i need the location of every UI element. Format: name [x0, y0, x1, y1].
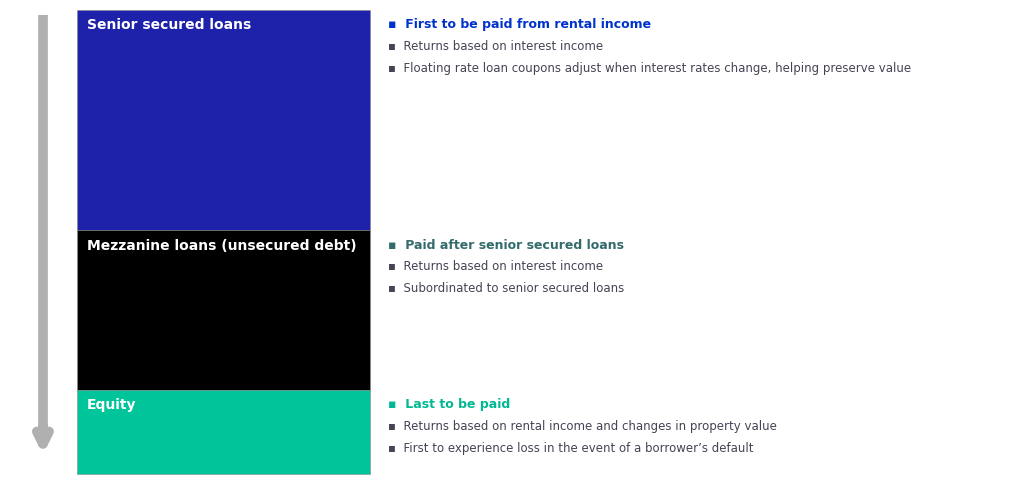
Bar: [77, 10, 370, 230]
Text: ▪  Returns based on rental income and changes in property value: ▪ Returns based on rental income and cha…: [388, 420, 778, 433]
Bar: [77, 230, 370, 390]
Text: ▪  Last to be paid: ▪ Last to be paid: [388, 398, 511, 411]
Text: Senior secured loans: Senior secured loans: [87, 18, 251, 32]
Text: Equity: Equity: [87, 398, 136, 412]
Text: ▪  Returns based on interest income: ▪ Returns based on interest income: [388, 40, 603, 53]
Text: ▪  First to experience loss in the event of a borrower’s default: ▪ First to experience loss in the event …: [388, 442, 754, 455]
Bar: [77, 390, 370, 474]
Text: ▪  Returns based on interest income: ▪ Returns based on interest income: [388, 260, 603, 273]
Text: ▪  First to be paid from rental income: ▪ First to be paid from rental income: [388, 18, 651, 31]
Text: ▪  Floating rate loan coupons adjust when interest rates change, helping preserv: ▪ Floating rate loan coupons adjust when…: [388, 62, 912, 75]
Text: Mezzanine loans (unsecured debt): Mezzanine loans (unsecured debt): [87, 239, 357, 253]
Text: ▪  Subordinated to senior secured loans: ▪ Subordinated to senior secured loans: [388, 282, 624, 295]
Text: ▪  Paid after senior secured loans: ▪ Paid after senior secured loans: [388, 239, 624, 252]
